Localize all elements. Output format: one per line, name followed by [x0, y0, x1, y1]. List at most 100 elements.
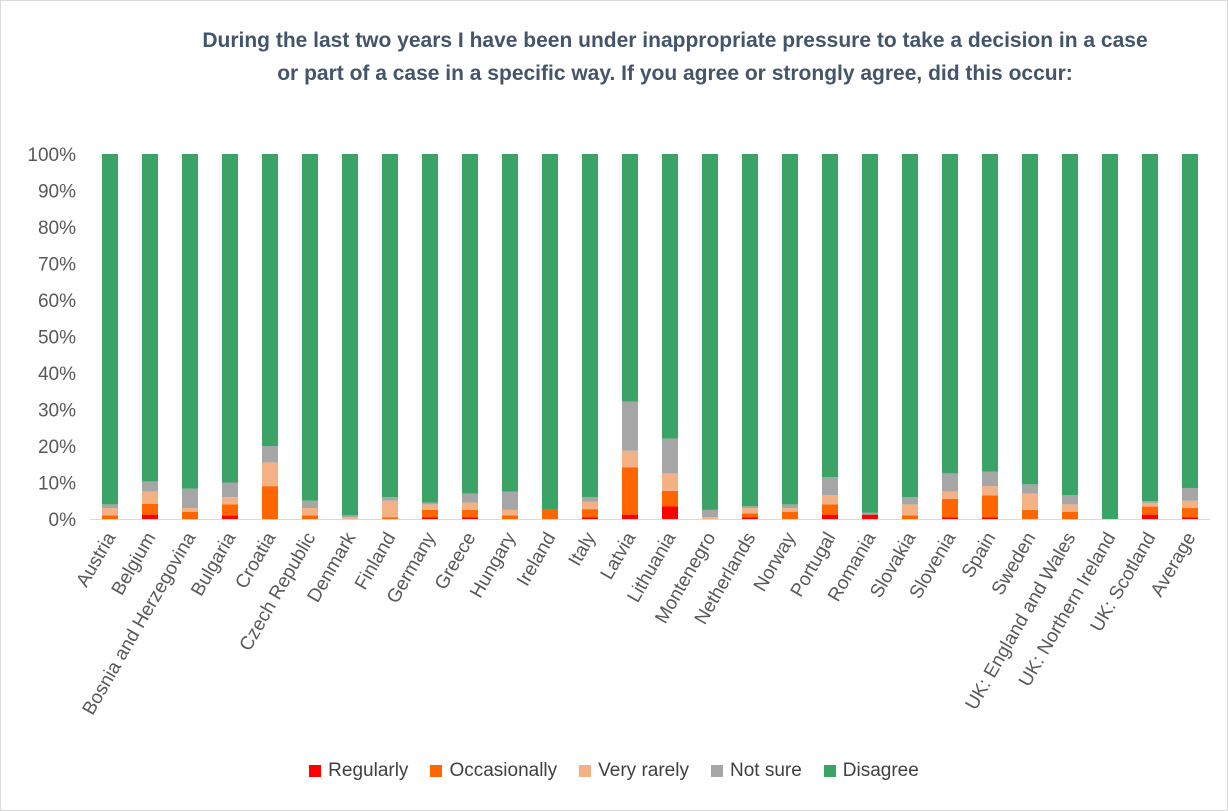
- legend-item: Not sure: [710, 760, 802, 782]
- legend-swatch: [579, 765, 592, 777]
- bar-segment-disagree: [1022, 154, 1038, 485]
- bar-segment-occasionally: [1022, 509, 1038, 519]
- y-tick-label: 60%: [38, 291, 76, 312]
- chart-title: During the last two years I have been un…: [202, 29, 1148, 85]
- bar-segment-not-sure: [982, 471, 998, 487]
- y-tick-label: 20%: [38, 437, 76, 458]
- bar-segment-occasionally: [462, 509, 478, 518]
- bar-segment-disagree: [542, 154, 558, 510]
- bar-segment-very-rarely: [1182, 500, 1198, 509]
- y-tick-label: 80%: [38, 218, 76, 239]
- bar-segment-disagree: [1102, 154, 1118, 519]
- bar-segment-occasionally: [622, 467, 638, 515]
- bar-segment-occasionally: [822, 504, 838, 515]
- bar-segment-disagree: [822, 154, 838, 478]
- bar-segment-occasionally: [1142, 506, 1158, 515]
- legend-swatch: [710, 765, 723, 777]
- bar-segment-occasionally: [142, 503, 158, 515]
- bar-segment-regularly: [622, 514, 638, 519]
- bar-segment-occasionally: [262, 486, 278, 519]
- bar-segment-not-sure: [742, 506, 758, 509]
- bar-segment-disagree: [262, 154, 278, 446]
- bar-segment-not-sure: [422, 502, 438, 505]
- legend-swatch: [309, 765, 322, 777]
- y-tick-label: 0%: [49, 510, 77, 531]
- bar-segment-regularly: [1182, 517, 1198, 519]
- bar-segment-regularly: [582, 517, 598, 519]
- bar-segment-very-rarely: [782, 508, 798, 512]
- bar-segment-disagree: [382, 154, 398, 498]
- bar-segment-not-sure: [822, 477, 838, 496]
- bar-segment-not-sure: [182, 488, 198, 509]
- bar-segment-not-sure: [862, 512, 878, 515]
- bar-segment-disagree: [862, 154, 878, 513]
- bar-segment-disagree: [1182, 154, 1198, 488]
- bar-segment-not-sure: [1182, 487, 1198, 501]
- y-tick-label: 90%: [38, 182, 76, 203]
- bar-segment-not-sure: [102, 504, 118, 509]
- bar-segment-very-rarely: [622, 450, 638, 468]
- bar-segment-regularly: [982, 517, 998, 519]
- bar-segment-disagree: [1142, 154, 1158, 502]
- bar-segment-regularly: [742, 517, 758, 519]
- legend-label: Occasionally: [449, 760, 558, 781]
- bar-segment-disagree: [902, 154, 918, 498]
- bar-segment-not-sure: [1022, 484, 1038, 494]
- bar-segment-occasionally: [422, 509, 438, 518]
- bar-segment-disagree: [502, 154, 518, 492]
- bar-segment-disagree: [742, 154, 758, 507]
- legend-label: Not sure: [729, 760, 802, 781]
- bar-segment-disagree: [622, 154, 638, 402]
- bar-segment-occasionally: [542, 509, 558, 519]
- bar-segment-regularly: [1142, 514, 1158, 519]
- bar-segment-occasionally: [382, 517, 398, 519]
- bar-segment-very-rarely: [822, 495, 838, 505]
- bar-segment-not-sure: [782, 504, 798, 509]
- bar-segment-occasionally: [302, 515, 318, 519]
- bar-segment-disagree: [102, 154, 118, 505]
- bar-segment-not-sure: [302, 500, 318, 509]
- bar-segment-occasionally: [782, 511, 798, 519]
- bar-segment-very-rarely: [942, 491, 958, 499]
- bar-segment-very-rarely: [102, 508, 118, 516]
- bar-segment-disagree: [342, 154, 358, 516]
- bar-segment-very-rarely: [662, 473, 678, 491]
- legend-label: Disagree: [842, 760, 919, 781]
- bars-layer: [102, 154, 1198, 519]
- bar-segment-very-rarely: [142, 491, 158, 504]
- bar-segment-very-rarely: [982, 486, 998, 496]
- bar-segment-not-sure: [262, 446, 278, 463]
- legend-item: Regularly: [309, 760, 408, 782]
- bar-segment-disagree: [1062, 154, 1078, 496]
- bar-segment-very-rarely: [222, 497, 238, 505]
- bar-segment-very-rarely: [1062, 504, 1078, 512]
- bar-segment-regularly: [942, 517, 958, 519]
- legend-label: Very rarely: [598, 760, 689, 781]
- bar-segment-occasionally: [742, 513, 758, 518]
- legend-swatch: [823, 765, 836, 777]
- bar-segment-very-rarely: [422, 504, 438, 510]
- x-tick-label: Spain: [958, 529, 1000, 582]
- bar-segment-very-rarely: [382, 500, 398, 518]
- bar-segment-not-sure: [222, 482, 238, 498]
- bar-segment-occasionally: [582, 509, 598, 518]
- y-tick-label: 30%: [38, 401, 76, 422]
- bar-segment-very-rarely: [582, 501, 598, 510]
- bar-segment-regularly: [142, 514, 158, 519]
- bar-segment-very-rarely: [1022, 493, 1038, 510]
- bar-segment-disagree: [422, 154, 438, 503]
- bar-segment-not-sure: [902, 497, 918, 505]
- bar-segment-occasionally: [942, 498, 958, 518]
- legend-item: Occasionally: [430, 760, 557, 782]
- bar-segment-disagree: [782, 154, 798, 505]
- bar-segment-not-sure: [582, 497, 598, 502]
- bar-segment-disagree: [462, 154, 478, 494]
- bar-segment-disagree: [222, 154, 238, 483]
- bar-segment-disagree: [182, 154, 198, 489]
- x-tick-label: Italy: [565, 529, 601, 570]
- legend-swatch: [430, 765, 443, 777]
- bar-segment-not-sure: [502, 491, 518, 510]
- bar-segment-regularly: [822, 514, 838, 519]
